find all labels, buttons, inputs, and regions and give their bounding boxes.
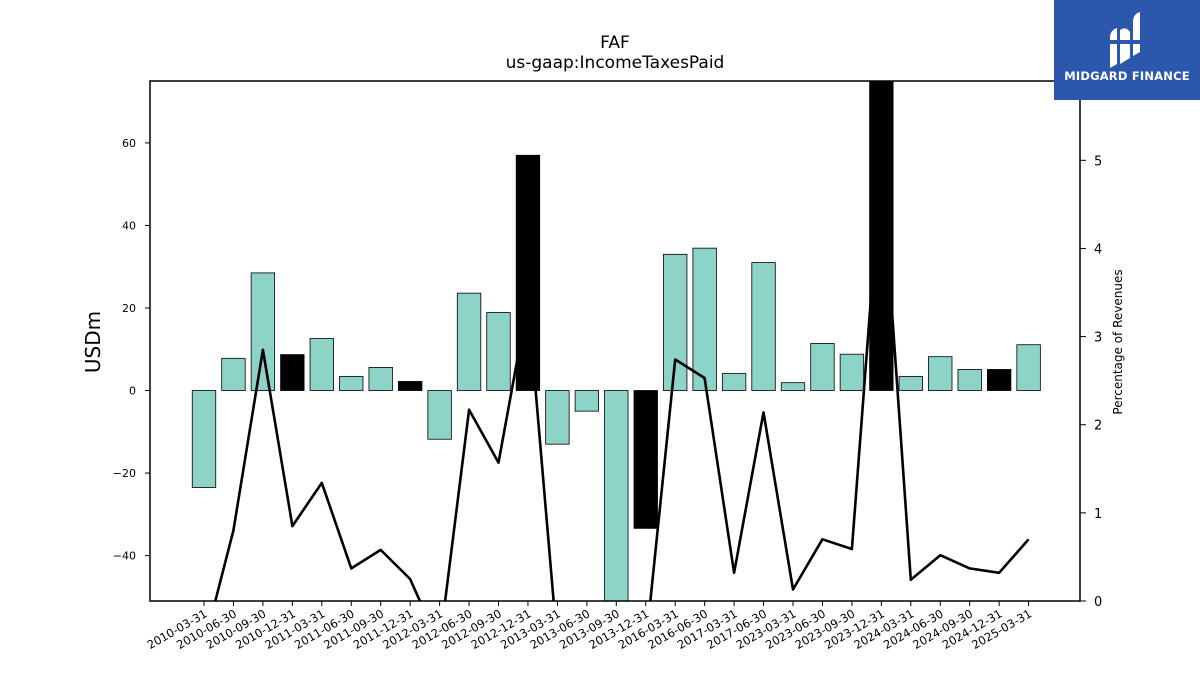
bar [427,390,452,440]
bar [692,247,717,391]
y-tick-label: −40 [113,550,136,563]
midgard-logo-icon [1108,12,1144,68]
bar [221,357,246,391]
bar [456,292,482,391]
percentage-line [213,159,1030,601]
bar [1016,344,1041,391]
plot-frame [149,80,1081,602]
bar [339,376,364,391]
y2-tick-label: 4 [1094,242,1102,257]
y2-axis-label: Percentage of Revenues [1111,269,1125,414]
brand-name: MIDGARD FINANCE [1064,69,1190,83]
chart-title: FAF [600,33,630,53]
chart-subtitle: us-gaap:IncomeTaxesPaid [506,53,725,73]
bar [309,338,334,391]
y-tick-label: 40 [122,219,136,232]
brand-logo: MIDGARD FINANCE [1054,0,1200,100]
bar [397,381,423,391]
bar [751,262,776,391]
y2-tick-label: 5 [1094,154,1102,169]
y-tick-label: 20 [122,302,136,315]
bar [957,369,982,391]
bars-group [191,81,1041,601]
bar [721,373,747,391]
bar [545,390,570,445]
y-tick-label: 60 [122,137,136,150]
bar [810,343,835,391]
bar [191,390,217,488]
y2-tick-label: 0 [1094,595,1102,610]
bar [486,312,511,391]
bar [574,390,599,412]
bar [987,369,1012,391]
y-tick-label: −20 [113,467,136,480]
bar [663,253,688,391]
bar [633,390,658,529]
bar [780,382,806,391]
bar [250,272,276,391]
bar [368,367,393,391]
y2-tick-label: 3 [1094,331,1102,346]
bar [869,81,894,391]
y-axis-label: USDm [81,311,105,373]
bar [604,390,629,601]
bar [839,353,865,391]
bar [280,354,305,391]
y2-tick-label: 1 [1094,507,1102,522]
plot-area: −40−2002040600123452010-03-312010-06-302… [113,80,1102,652]
y2-tick-label: 2 [1094,419,1102,434]
bar [898,376,923,391]
bar [928,356,953,391]
bar [515,154,541,391]
y-tick-label: 0 [129,385,136,398]
